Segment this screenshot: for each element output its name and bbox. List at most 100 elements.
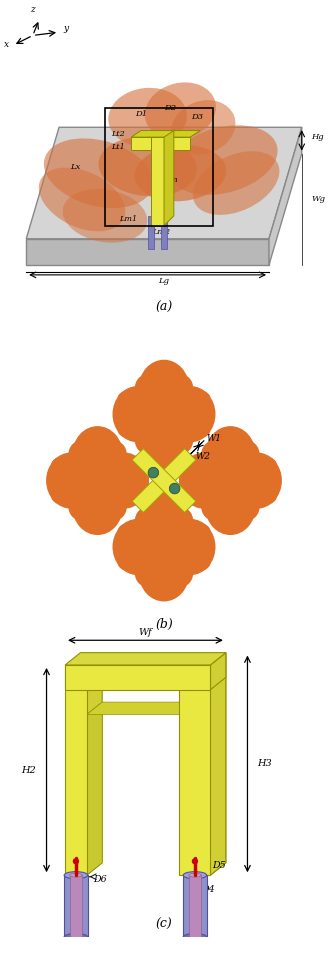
Polygon shape bbox=[65, 665, 210, 690]
Circle shape bbox=[73, 859, 78, 864]
Ellipse shape bbox=[134, 145, 226, 201]
Text: Lm2: Lm2 bbox=[152, 228, 170, 237]
Ellipse shape bbox=[51, 487, 91, 506]
Polygon shape bbox=[87, 702, 102, 875]
Text: D2: D2 bbox=[165, 103, 176, 112]
Polygon shape bbox=[164, 130, 174, 226]
Ellipse shape bbox=[201, 440, 227, 469]
Ellipse shape bbox=[184, 487, 224, 506]
Ellipse shape bbox=[69, 440, 94, 469]
Text: Hg: Hg bbox=[312, 133, 324, 141]
Polygon shape bbox=[189, 875, 201, 937]
Ellipse shape bbox=[167, 507, 193, 534]
Ellipse shape bbox=[170, 521, 210, 540]
Polygon shape bbox=[65, 653, 226, 665]
Ellipse shape bbox=[135, 559, 161, 587]
Ellipse shape bbox=[135, 374, 161, 402]
Ellipse shape bbox=[104, 487, 144, 506]
Polygon shape bbox=[87, 653, 102, 875]
Ellipse shape bbox=[139, 545, 189, 602]
Circle shape bbox=[169, 483, 180, 494]
Text: H3: H3 bbox=[257, 759, 272, 768]
Polygon shape bbox=[70, 875, 82, 937]
Text: D6: D6 bbox=[93, 875, 107, 884]
Text: W1: W1 bbox=[207, 434, 221, 442]
Ellipse shape bbox=[201, 493, 227, 521]
Ellipse shape bbox=[170, 388, 210, 408]
Polygon shape bbox=[161, 215, 167, 248]
Circle shape bbox=[148, 468, 159, 478]
Text: Wf: Wf bbox=[139, 628, 152, 637]
Ellipse shape bbox=[232, 452, 282, 509]
Ellipse shape bbox=[167, 374, 193, 402]
Ellipse shape bbox=[135, 507, 161, 534]
Ellipse shape bbox=[169, 126, 277, 195]
Ellipse shape bbox=[170, 554, 210, 573]
Text: z: z bbox=[31, 6, 35, 14]
Polygon shape bbox=[210, 653, 226, 875]
Polygon shape bbox=[87, 702, 195, 715]
Polygon shape bbox=[210, 653, 226, 690]
Ellipse shape bbox=[118, 388, 158, 408]
Polygon shape bbox=[210, 653, 226, 875]
Ellipse shape bbox=[165, 386, 215, 442]
Text: Lg: Lg bbox=[158, 277, 170, 285]
Ellipse shape bbox=[104, 455, 144, 474]
Text: (c): (c) bbox=[155, 918, 173, 931]
Ellipse shape bbox=[167, 559, 193, 587]
Text: Hm: Hm bbox=[163, 176, 178, 184]
Polygon shape bbox=[65, 665, 87, 875]
Ellipse shape bbox=[99, 452, 149, 509]
Ellipse shape bbox=[64, 871, 88, 879]
Ellipse shape bbox=[46, 452, 96, 509]
Text: W2: W2 bbox=[196, 452, 211, 461]
Ellipse shape bbox=[69, 493, 94, 521]
Polygon shape bbox=[179, 665, 210, 875]
Ellipse shape bbox=[118, 554, 158, 573]
Text: D5: D5 bbox=[212, 862, 226, 870]
Polygon shape bbox=[183, 875, 207, 937]
Polygon shape bbox=[151, 137, 164, 226]
Ellipse shape bbox=[237, 455, 277, 474]
Circle shape bbox=[193, 859, 197, 864]
Ellipse shape bbox=[108, 88, 187, 147]
Ellipse shape bbox=[98, 137, 197, 196]
Ellipse shape bbox=[135, 427, 161, 454]
Ellipse shape bbox=[234, 440, 259, 469]
Ellipse shape bbox=[70, 873, 82, 877]
Ellipse shape bbox=[184, 455, 224, 474]
Text: Lt1: Lt1 bbox=[111, 143, 125, 151]
Polygon shape bbox=[26, 128, 302, 239]
Ellipse shape bbox=[205, 479, 256, 535]
Text: Lx: Lx bbox=[70, 162, 81, 171]
Ellipse shape bbox=[139, 493, 189, 549]
Ellipse shape bbox=[118, 521, 158, 540]
Text: Lm1: Lm1 bbox=[119, 215, 137, 223]
Ellipse shape bbox=[63, 189, 147, 242]
Ellipse shape bbox=[145, 82, 216, 139]
Polygon shape bbox=[269, 128, 302, 265]
Polygon shape bbox=[132, 448, 196, 513]
Text: x: x bbox=[4, 40, 9, 49]
Ellipse shape bbox=[237, 487, 277, 506]
Polygon shape bbox=[132, 448, 196, 513]
Text: D4: D4 bbox=[201, 885, 215, 894]
Polygon shape bbox=[64, 875, 88, 937]
Ellipse shape bbox=[44, 138, 153, 208]
Ellipse shape bbox=[51, 455, 91, 474]
Ellipse shape bbox=[179, 452, 229, 509]
Ellipse shape bbox=[139, 359, 189, 416]
Ellipse shape bbox=[101, 440, 127, 469]
Polygon shape bbox=[131, 130, 200, 137]
Text: Wg: Wg bbox=[312, 195, 326, 204]
Polygon shape bbox=[131, 137, 190, 151]
Ellipse shape bbox=[193, 151, 279, 214]
Ellipse shape bbox=[189, 873, 201, 877]
Ellipse shape bbox=[72, 426, 123, 482]
Polygon shape bbox=[179, 702, 195, 875]
Ellipse shape bbox=[113, 386, 163, 442]
Ellipse shape bbox=[171, 100, 236, 155]
Ellipse shape bbox=[72, 479, 123, 535]
Text: D3: D3 bbox=[191, 113, 203, 122]
Ellipse shape bbox=[183, 871, 207, 879]
